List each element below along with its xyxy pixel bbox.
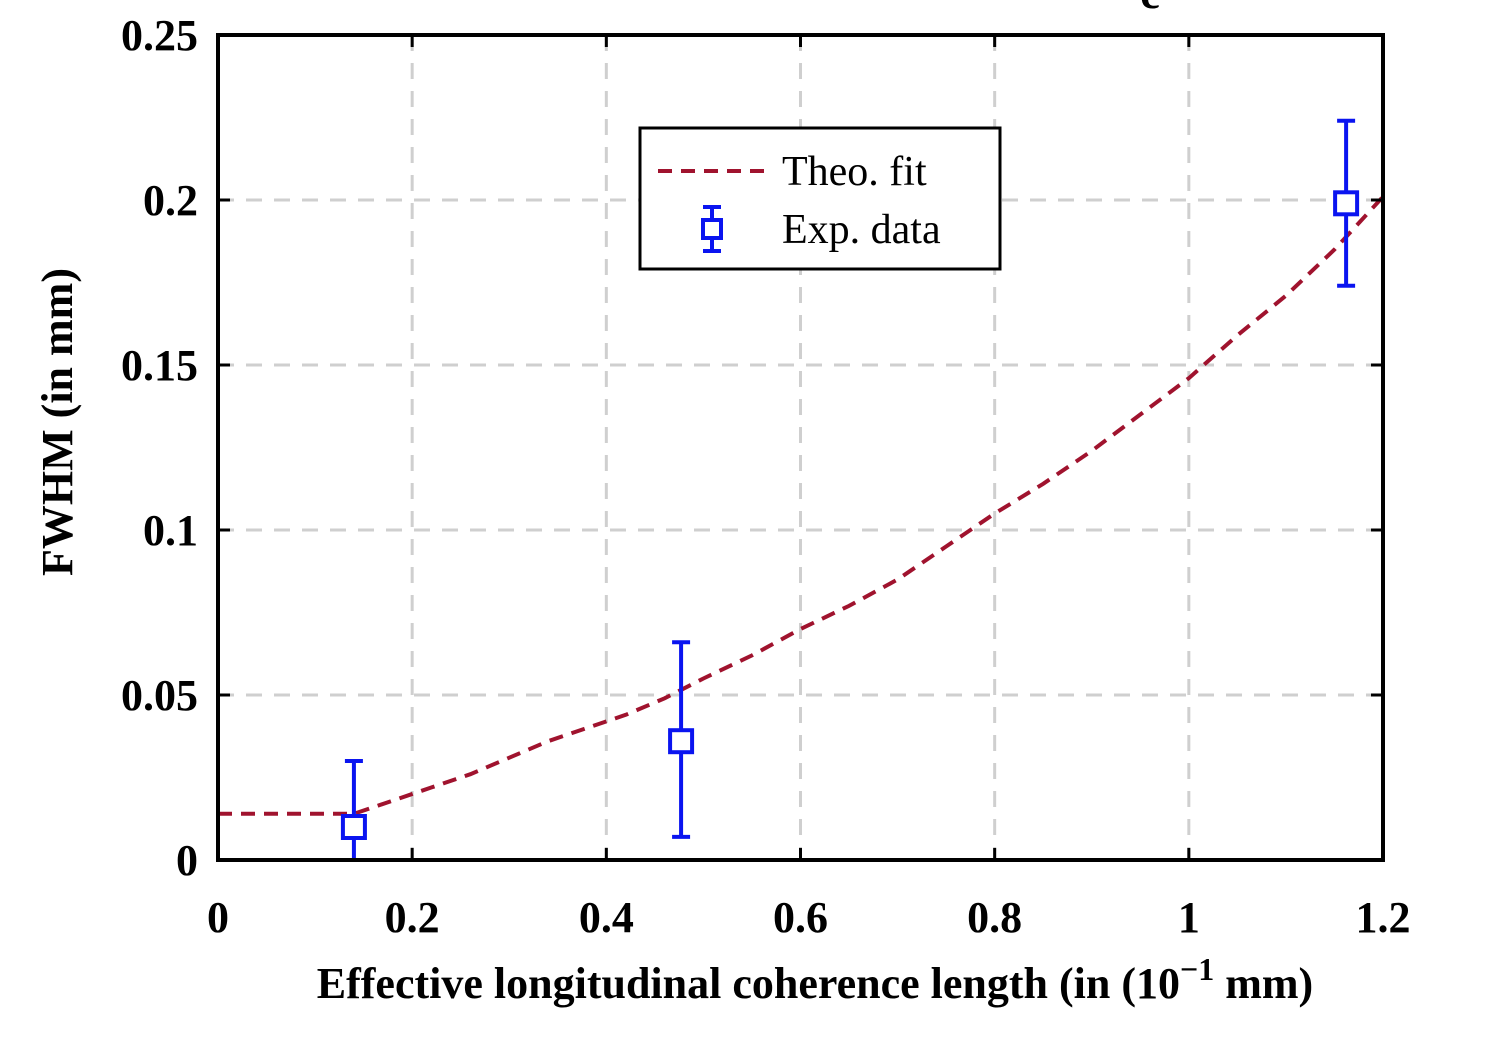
y-tick-label: 0.05 bbox=[121, 671, 198, 720]
y-tick-label: 0.2 bbox=[143, 176, 198, 225]
x-tick-label: 0.8 bbox=[967, 893, 1022, 942]
square-marker bbox=[668, 728, 695, 755]
legend: Theo. fit Exp. data bbox=[638, 126, 1002, 271]
exp-data-point bbox=[668, 640, 695, 839]
legend-box bbox=[638, 126, 1002, 271]
y-tick-label: 0 bbox=[176, 836, 198, 885]
y-tick-label: 0.1 bbox=[143, 506, 198, 555]
y-tick-label: 0.25 bbox=[121, 11, 198, 60]
x-tick-label: 0.4 bbox=[579, 893, 634, 942]
x-tick-labels: 0 0.2 0.4 0.6 0.8 1 1.2 bbox=[207, 893, 1411, 942]
y-axis-title: FWHM (in mm) bbox=[33, 268, 82, 576]
exp-data-series bbox=[340, 118, 1360, 862]
x-tick-label: 0.2 bbox=[385, 893, 440, 942]
x-axis-title-main: Effective longitudinal coherence length … bbox=[317, 959, 1180, 1008]
y-tick-label: 0.15 bbox=[121, 341, 198, 390]
legend-exp-data-label: Exp. data bbox=[782, 207, 941, 253]
theo-fit-series bbox=[218, 195, 1385, 816]
square-marker bbox=[340, 814, 367, 840]
exp-data-point bbox=[340, 759, 367, 862]
x-tick-label: 0.6 bbox=[773, 893, 828, 942]
x-tick-label: 1 bbox=[1178, 893, 1200, 942]
theo-fit-line bbox=[218, 195, 1385, 816]
y-tick-labels: 0 0.05 0.1 0.15 0.2 0.25 bbox=[121, 11, 198, 885]
x-axis-title-exponent: −1 bbox=[1180, 951, 1214, 987]
panel-letter: c bbox=[1140, 0, 1160, 18]
legend-theo-fit-label: Theo. fit bbox=[782, 149, 927, 195]
x-tick-label: 1.2 bbox=[1356, 893, 1411, 942]
axis-ticks bbox=[216, 33, 1385, 862]
exp-data-point bbox=[1333, 118, 1360, 288]
x-tick-label: 0 bbox=[207, 893, 229, 942]
x-axis-title-tail: mm) bbox=[1214, 959, 1313, 1008]
x-axis-title: Effective longitudinal coherence length … bbox=[317, 951, 1313, 1008]
square-marker bbox=[1333, 190, 1360, 217]
legend-exp-data-marker bbox=[701, 218, 723, 240]
